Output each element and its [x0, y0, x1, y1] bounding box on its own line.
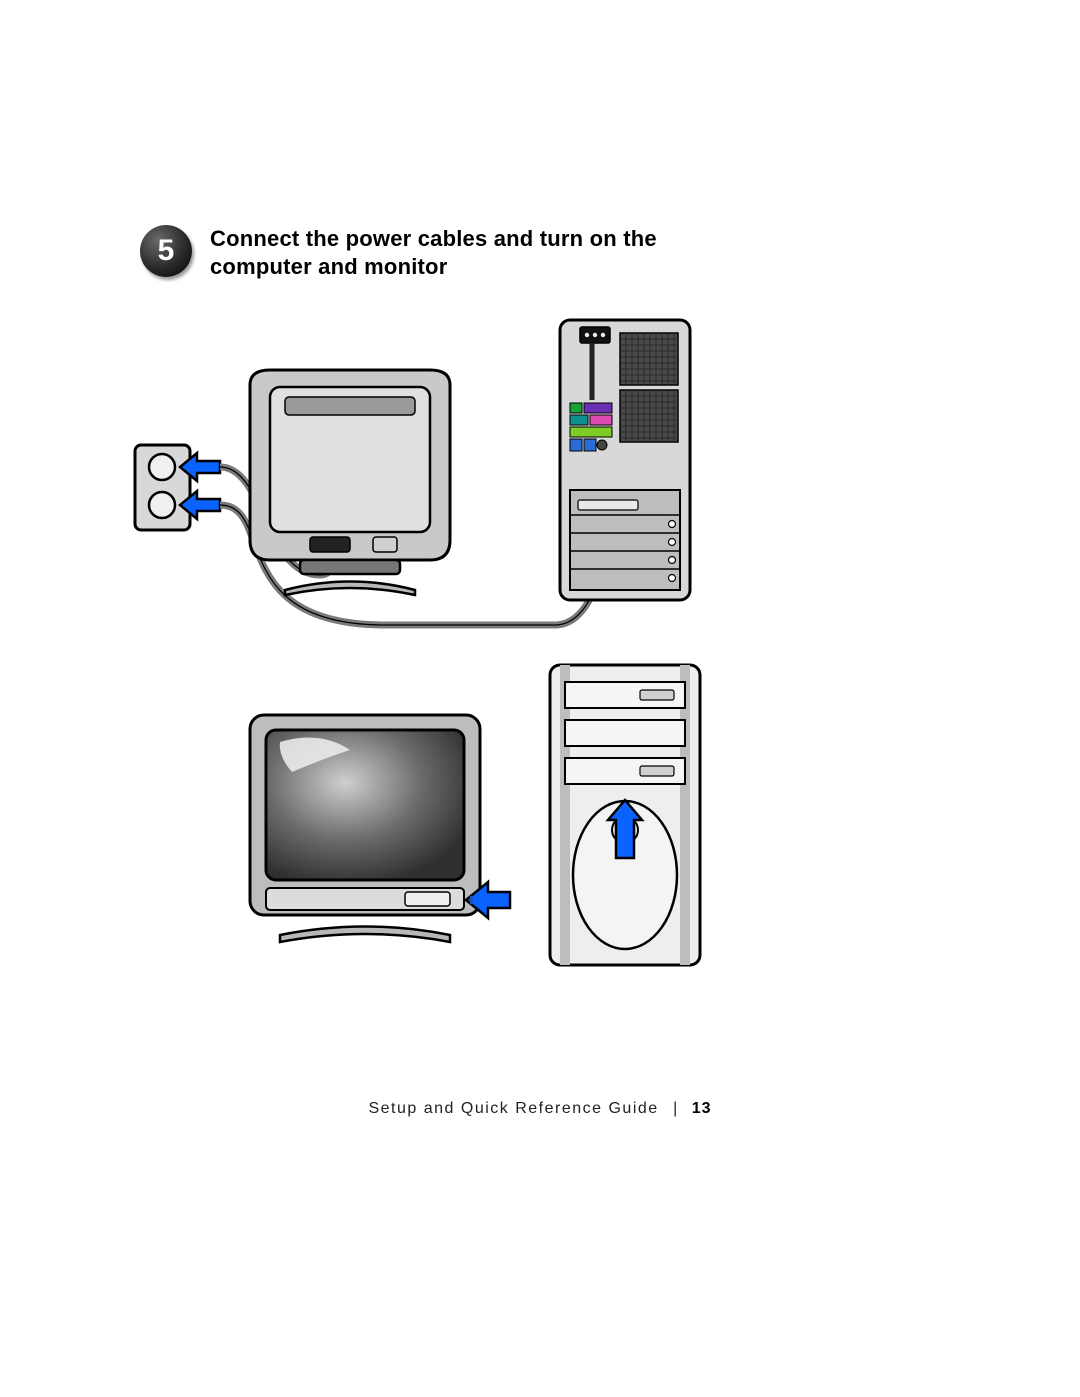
- footer-guide-label: Setup and Quick Reference Guide: [368, 1100, 658, 1117]
- monitor-rear-icon: [250, 370, 450, 595]
- monitor-front-icon: [250, 715, 510, 942]
- figure-connect-power: [125, 315, 825, 645]
- wall-outlet-icon: [135, 445, 220, 530]
- page-footer: Setup and Quick Reference Guide | 13: [0, 1100, 1080, 1118]
- step-title: Connect the power cables and turn on the…: [210, 225, 730, 280]
- figure-connect-power-svg: [125, 315, 825, 645]
- footer-separator: |: [673, 1100, 677, 1117]
- step-number-badge: 5: [140, 225, 192, 277]
- figure-power-on: [230, 660, 830, 980]
- tower-front-icon: [550, 665, 700, 965]
- page-root: 5 Connect the power cables and turn on t…: [0, 0, 1080, 1397]
- step-number: 5: [158, 234, 175, 268]
- tower-rear-icon: [560, 320, 690, 600]
- footer-page-number: 13: [692, 1100, 712, 1117]
- figure-power-on-svg: [230, 660, 830, 980]
